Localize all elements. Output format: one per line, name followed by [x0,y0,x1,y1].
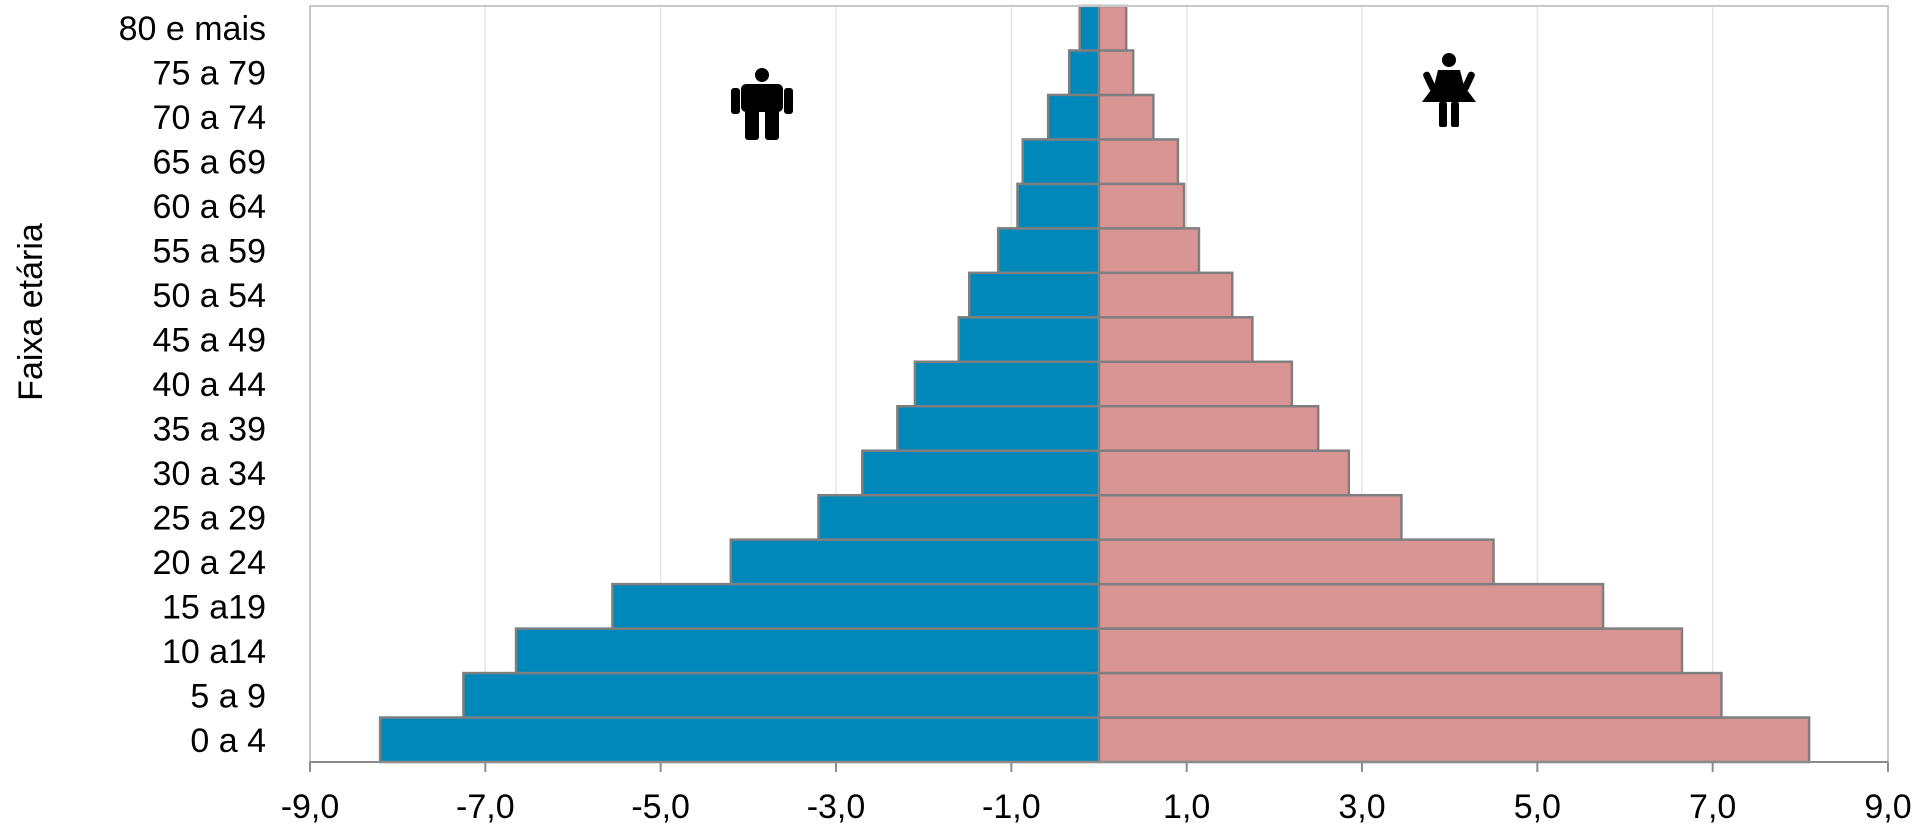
y-category-label: 20 a 24 [153,544,266,582]
male-bar [861,449,1101,497]
male-bar [957,316,1101,364]
x-tick-label: -7,0 [456,788,515,826]
x-tick-label: -1,0 [982,788,1041,826]
male-bar [514,627,1101,675]
y-category-label: 35 a 39 [153,410,266,448]
y-category-label: 45 a 49 [153,322,266,360]
male-bar [729,538,1101,586]
female-bar [1097,404,1320,452]
x-axis-ticks: -9,0 -7,0 -5,0 -3,0 -1,0 1,0 3,0 5,0 7,0 9,0 [281,762,1912,826]
male-bar [817,493,1101,541]
female-bar [1097,493,1403,541]
male-bar [996,227,1101,275]
x-tick-label: -9,0 [281,788,340,826]
female-bar [1097,360,1294,408]
x-tick-label: 3,0 [1338,788,1385,826]
y-category-label: 50 a 54 [153,277,266,315]
male-bar [1016,182,1101,230]
bars [378,4,1811,764]
male-bar [611,582,1101,630]
female-bar [1097,538,1495,586]
female-bar [1097,671,1723,719]
y-category-label: 80 e mais [119,10,266,48]
female-bar [1097,4,1128,52]
y-category-label: 5 a 9 [190,677,266,715]
y-category-label: 30 a 34 [153,455,266,493]
y-category-label: 75 a 79 [153,55,266,93]
female-bar [1097,227,1201,275]
female-icon [1422,53,1476,127]
y-category-label: 10 a14 [162,633,266,671]
y-axis-category-labels: 0 a 4 5 a 9 10 a14 15 a19 20 a 24 25 a 29 30 a… [119,10,266,760]
male-bar [1067,49,1101,97]
female-bar [1097,627,1684,675]
x-tick-label: 7,0 [1689,788,1736,826]
female-bar [1097,449,1351,497]
y-axis-title: Faixa etária [12,223,50,401]
female-bar [1097,582,1605,630]
female-bar [1097,182,1186,230]
female-bar [1097,49,1135,97]
y-category-label: 0 a 4 [190,722,266,760]
y-category-label: 25 a 29 [153,499,266,537]
y-category-label: 70 a 74 [153,99,266,137]
male-bar [378,716,1101,764]
male-icon [731,68,793,140]
male-bar [462,671,1101,719]
x-tick-label: 5,0 [1514,788,1561,826]
male-bar [1078,4,1101,52]
x-tick-label: -5,0 [631,788,690,826]
male-bar [968,271,1101,319]
female-bar [1097,716,1811,764]
x-tick-label: -3,0 [807,788,866,826]
y-category-label: 40 a 44 [153,366,266,404]
x-tick-label: 1,0 [1163,788,1210,826]
male-bar [896,404,1101,452]
male-bar [1046,93,1101,141]
x-tick-label: 9,0 [1864,788,1911,826]
y-category-label: 55 a 59 [153,233,266,271]
female-bar [1097,316,1254,364]
y-category-label: 65 a 69 [153,144,266,182]
male-bar [913,360,1101,408]
y-category-label: 15 a19 [162,588,266,626]
female-bar [1097,271,1234,319]
female-bar [1097,93,1155,141]
female-bar [1097,138,1180,186]
male-bar [1021,138,1101,186]
y-category-label: 60 a 64 [153,188,266,226]
